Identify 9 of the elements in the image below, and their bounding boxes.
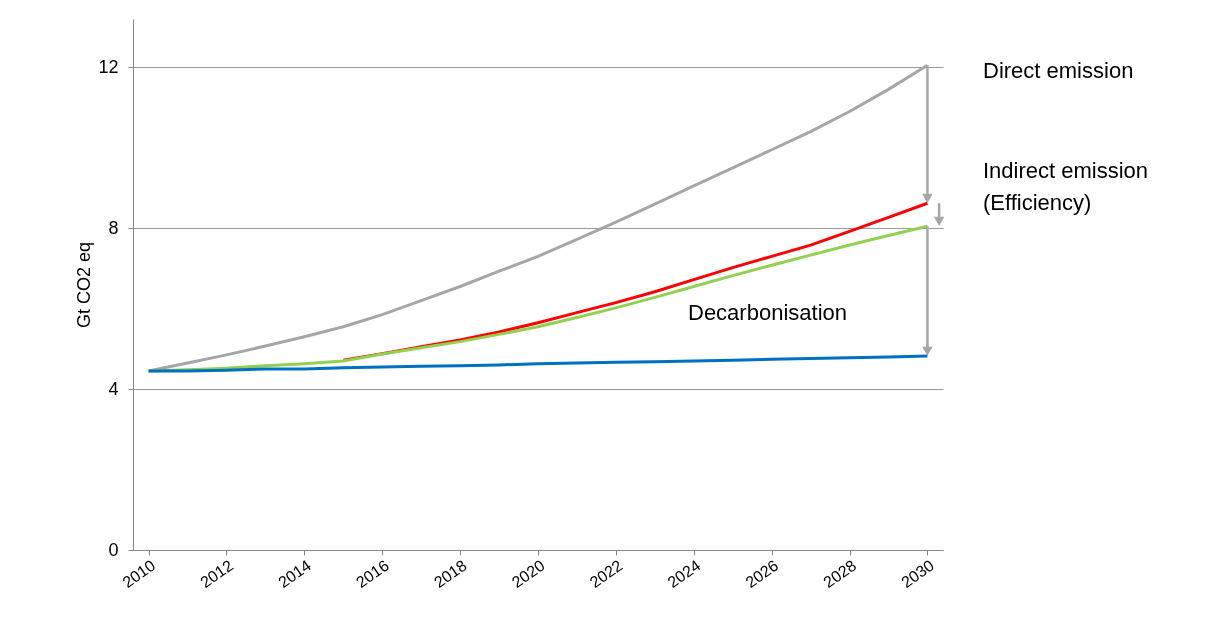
text: Direct emission: [983, 58, 1134, 83]
annotation: Decarbonisation: [688, 300, 847, 325]
y-tick-label: 0: [108, 539, 119, 560]
y-tick-label: 8: [108, 217, 119, 238]
x-tick-label: 2022: [586, 556, 626, 592]
y-axis-title: Gt CO2 eq: [74, 241, 95, 329]
text: Indirect emission (Efficiency): [983, 158, 1149, 215]
y-tick-label: 4: [108, 378, 119, 399]
y-tick-label: 12: [98, 56, 119, 77]
